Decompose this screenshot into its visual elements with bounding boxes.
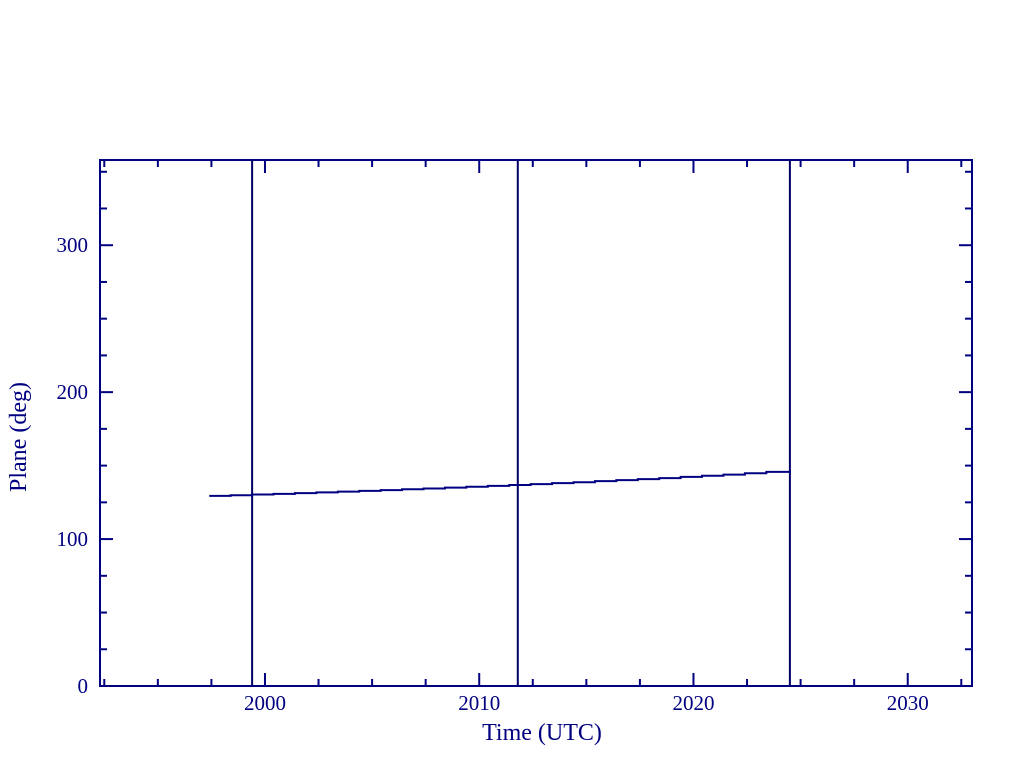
data-series-lines [209, 470, 791, 497]
x-axis-ticks [103, 160, 963, 686]
y-tick-label-0: 0 [78, 674, 89, 698]
x-tick-label-2000: 2000 [244, 691, 286, 715]
y-tick-label-100: 100 [57, 527, 89, 551]
y-axis-tick-labels: 0 100 200 300 [57, 233, 89, 698]
plot-frame [99, 159, 973, 687]
vertical-marker-lines [251, 160, 791, 686]
x-axis-title: Time (UTC) [482, 720, 602, 746]
x-tick-label-2010: 2010 [458, 691, 500, 715]
y-tick-label-200: 200 [57, 380, 89, 404]
x-axis-tick-labels: 2000 2010 2020 2030 [244, 691, 929, 715]
x-tick-label-2020: 2020 [673, 691, 715, 715]
series-line-1 [209, 470, 791, 497]
x-tick-label-2030: 2030 [887, 691, 929, 715]
y-axis-ticks [100, 170, 972, 687]
y-axis-title: Plane (deg) [6, 382, 32, 492]
y-tick-label-300: 300 [57, 233, 89, 257]
plot-box [99, 159, 973, 687]
